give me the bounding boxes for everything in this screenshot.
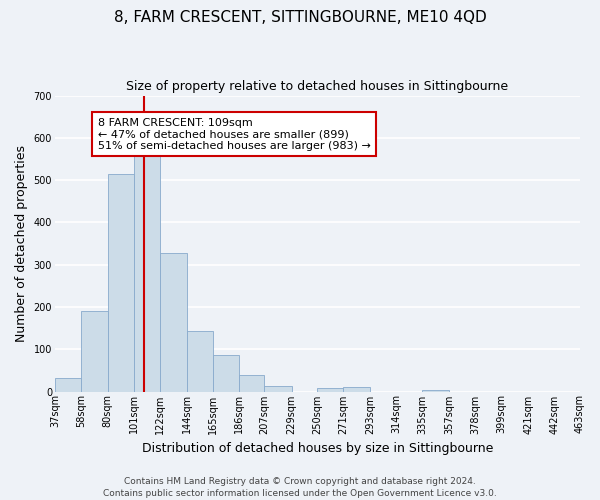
Bar	[212, 355, 239, 392]
Bar	[265, 386, 292, 392]
Bar	[134, 156, 160, 392]
Y-axis label: Number of detached properties: Number of detached properties	[15, 145, 28, 342]
Bar	[187, 331, 212, 392]
Bar	[239, 374, 265, 392]
Bar	[160, 253, 187, 392]
Bar	[55, 378, 81, 392]
Text: 8, FARM CRESCENT, SITTINGBOURNE, ME10 4QD: 8, FARM CRESCENT, SITTINGBOURNE, ME10 4Q…	[113, 10, 487, 25]
Bar	[422, 390, 449, 392]
Bar	[108, 174, 134, 392]
Bar	[343, 388, 370, 392]
Bar	[317, 388, 343, 392]
Title: Size of property relative to detached houses in Sittingbourne: Size of property relative to detached ho…	[127, 80, 508, 93]
Text: Contains HM Land Registry data © Crown copyright and database right 2024.
Contai: Contains HM Land Registry data © Crown c…	[103, 476, 497, 498]
Bar	[81, 311, 108, 392]
Text: 8 FARM CRESCENT: 109sqm
← 47% of detached houses are smaller (899)
51% of semi-d: 8 FARM CRESCENT: 109sqm ← 47% of detache…	[98, 118, 371, 150]
X-axis label: Distribution of detached houses by size in Sittingbourne: Distribution of detached houses by size …	[142, 442, 493, 455]
